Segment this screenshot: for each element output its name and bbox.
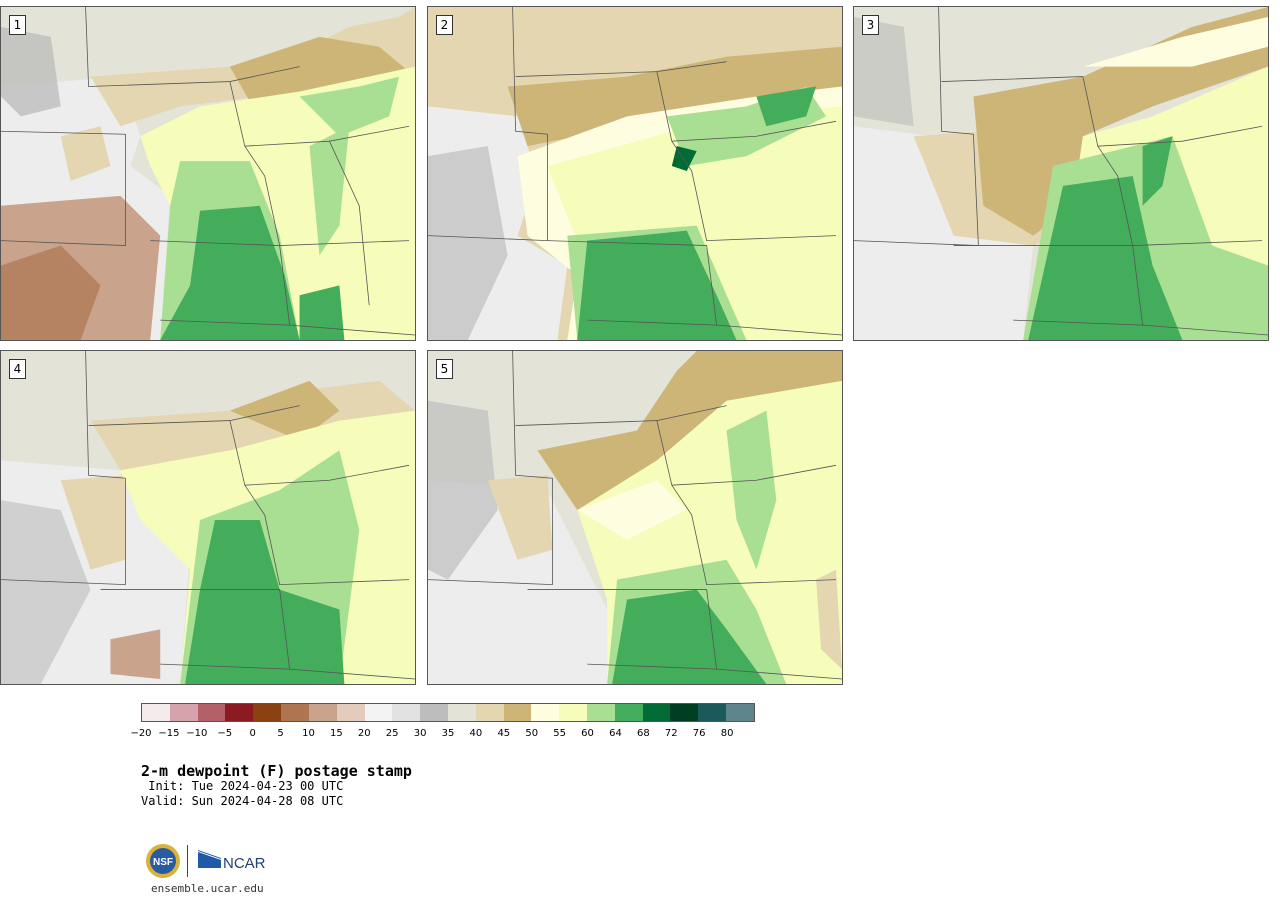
- colorbar: [141, 703, 755, 722]
- colorbar-ticks: −20 −15 −10 −5 0 5 10 15 20 25 30 35 40 45 50 55 60 64 68 7…: [130, 728, 755, 742]
- colorbar-tick-label: 55: [553, 728, 566, 739]
- colorbar-tick-label: −20: [130, 728, 152, 739]
- colorbar-tick-label: 5: [277, 728, 284, 739]
- member-panel-5: 5: [427, 350, 843, 685]
- colorbar-tick-label: 0: [249, 728, 256, 739]
- member-panel-4: 4: [0, 350, 416, 685]
- colorbar-swatch: [698, 704, 727, 721]
- colorbar-tick-label: 20: [357, 728, 371, 739]
- colorbar-swatch: [503, 704, 532, 721]
- member-label: 5: [436, 359, 453, 379]
- colorbar-swatch: [281, 704, 309, 721]
- colorbar-swatch: [531, 704, 560, 721]
- colorbar-tick-label: −5: [217, 728, 233, 739]
- colorbar-tick-label: 10: [302, 728, 315, 739]
- colorbar-swatch: [364, 704, 393, 721]
- colorbar-tick-label: 50: [525, 728, 539, 739]
- colorbar-tick-label: 64: [609, 728, 622, 739]
- colorbar-swatch: [336, 704, 365, 721]
- colorbar-tick-label: 40: [469, 728, 483, 739]
- colorbar-tick-label: 15: [329, 728, 343, 739]
- colorbar-swatch: [253, 704, 282, 721]
- website-link[interactable]: ensemble.ucar.edu: [151, 882, 264, 895]
- colorbar-swatch: [726, 704, 754, 721]
- colorbar-tick-label: 45: [497, 728, 511, 739]
- dewpoint-map-4: [1, 351, 415, 684]
- colorbar-tick-label: 80: [720, 728, 734, 739]
- colorbar-swatch: [559, 704, 587, 721]
- colorbar-swatch: [392, 704, 421, 721]
- ncar-logo-text: NCAR: [223, 855, 266, 872]
- colorbar-tick-label: −15: [158, 728, 180, 739]
- colorbar-tick-label: 25: [385, 728, 399, 739]
- member-label: 1: [9, 15, 26, 35]
- nsf-logo-text: NSF: [153, 857, 173, 868]
- dewpoint-map-2: [428, 7, 842, 340]
- member-panel-2: 2: [427, 6, 843, 341]
- colorbar-swatch: [197, 704, 226, 721]
- colorbar-tick-label: 72: [664, 728, 678, 739]
- dewpoint-map-3: [854, 7, 1268, 340]
- valid-time: Valid: Sun 2024-04-28 08 UTC: [141, 794, 344, 808]
- member-panel-1: 1: [0, 6, 416, 341]
- colorbar-tick-label: 30: [413, 728, 427, 739]
- plot-title: 2-m dewpoint (F) postage stamp: [141, 762, 412, 780]
- init-time: Init: Tue 2024-04-23 00 UTC: [141, 779, 344, 793]
- colorbar-tick-label: 35: [441, 728, 455, 739]
- colorbar-swatch: [447, 704, 476, 721]
- member-label: 4: [9, 359, 26, 379]
- dewpoint-map-1: [1, 7, 415, 340]
- member-label: 2: [436, 15, 453, 35]
- colorbar-swatch: [420, 704, 448, 721]
- colorbar-swatch: [308, 704, 337, 721]
- member-label: 3: [862, 15, 879, 35]
- colorbar-swatch: [169, 704, 198, 721]
- logo-separator: [187, 845, 188, 877]
- nsf-logo-icon: NSF: [146, 844, 180, 878]
- colorbar-swatch: [642, 704, 671, 721]
- member-panel-3: 3: [853, 6, 1269, 341]
- colorbar-swatch: [670, 704, 699, 721]
- colorbar-swatch: [475, 704, 504, 721]
- colorbar-swatch: [587, 704, 615, 721]
- colorbar-swatch: [142, 704, 170, 721]
- colorbar-tick-label: −10: [186, 728, 208, 739]
- colorbar-tick-label: 60: [581, 728, 594, 739]
- colorbar-tick-label: 76: [692, 728, 706, 739]
- dewpoint-map-5: [428, 351, 842, 684]
- colorbar-swatch: [225, 704, 254, 721]
- ncar-logo-icon: NCAR: [198, 850, 266, 872]
- colorbar-swatch: [614, 704, 643, 721]
- colorbar-tick-label: 68: [636, 728, 650, 739]
